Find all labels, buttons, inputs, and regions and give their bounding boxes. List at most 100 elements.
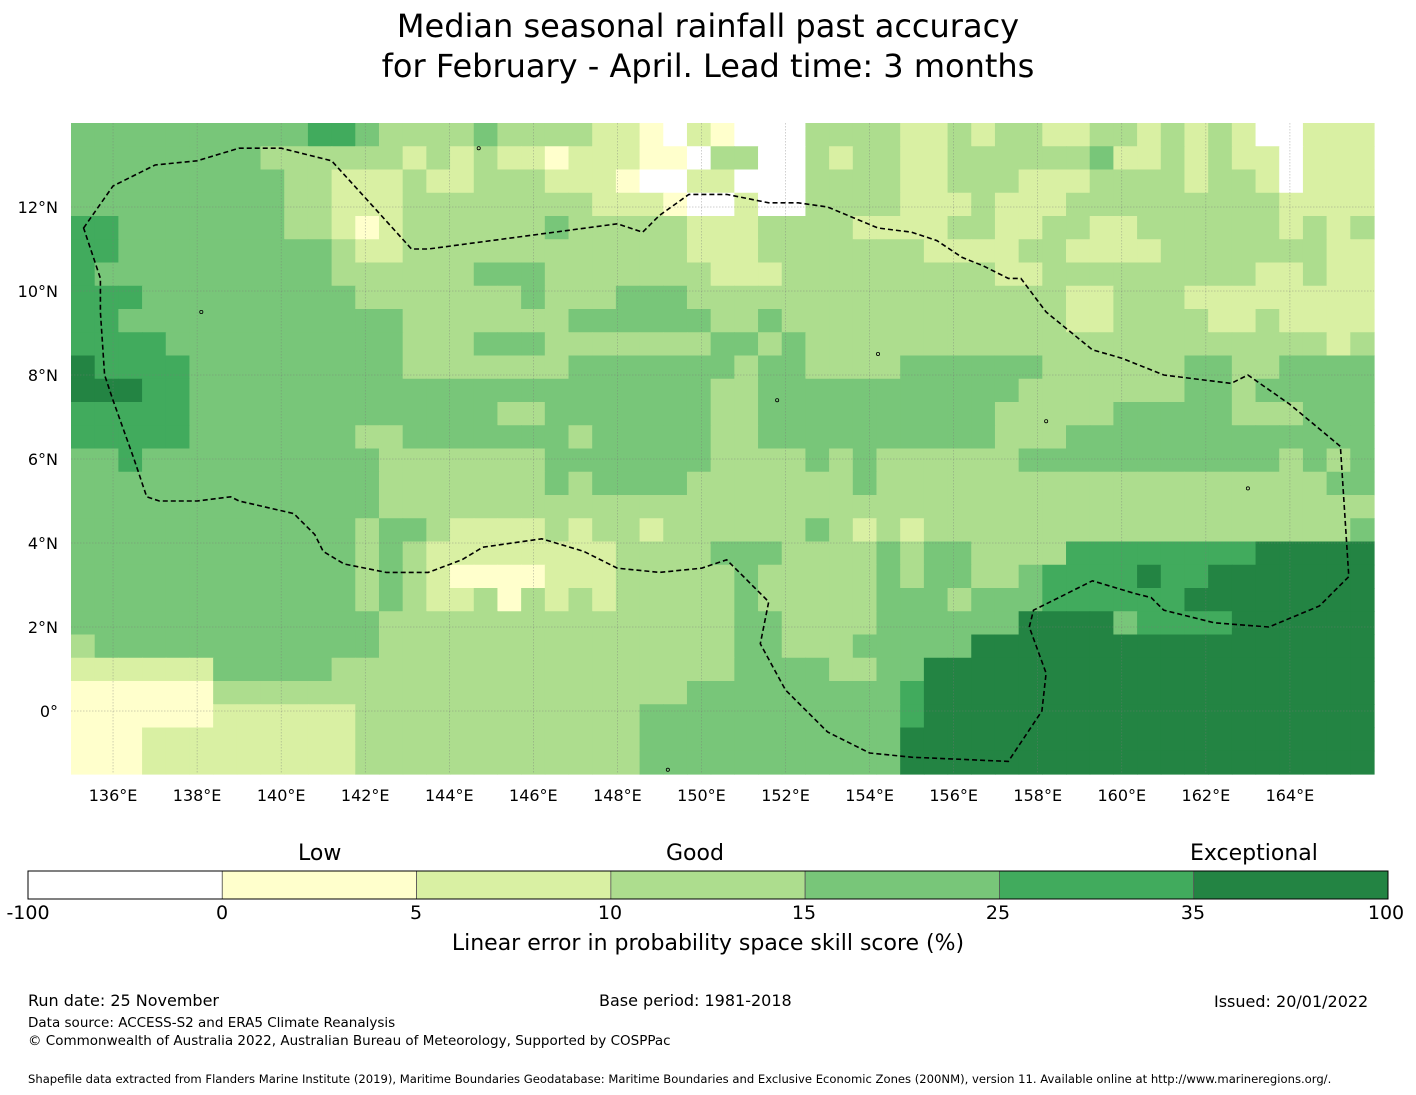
- grid-cell: [236, 285, 262, 310]
- grid-cell: [307, 495, 333, 519]
- grid-cell: [1042, 146, 1067, 171]
- grid-cell: [1208, 634, 1233, 659]
- grid-cell: [686, 518, 712, 543]
- grid-cell: [1089, 518, 1114, 543]
- grid-cell: [189, 471, 214, 496]
- grid-cell: [213, 332, 238, 357]
- grid-cell: [355, 471, 380, 496]
- grid-cell: [307, 634, 333, 659]
- grid-cell: [213, 588, 238, 612]
- grid-cell: [1302, 727, 1328, 752]
- grid-cell: [758, 169, 783, 194]
- grid-cell: [900, 332, 925, 357]
- grid-cell: [1018, 425, 1043, 450]
- grid-cell: [829, 378, 854, 403]
- grid-cell: [1042, 285, 1067, 310]
- grid-cell: [1326, 309, 1351, 333]
- grid-cell: [1184, 634, 1209, 659]
- grid-cell: [284, 262, 309, 287]
- grid-cell: [307, 541, 333, 566]
- grid-cell: [331, 239, 356, 264]
- grid-cell: [1279, 518, 1304, 543]
- grid-cell: [1231, 355, 1257, 380]
- grid-cell: [118, 704, 143, 729]
- grid-cell: [497, 588, 522, 612]
- grid-cell: [900, 262, 925, 287]
- grid-cell: [1160, 750, 1186, 775]
- grid-cell: [426, 611, 451, 636]
- grid-cell: [1255, 657, 1280, 682]
- grid-cell: [1184, 239, 1209, 264]
- grid-cell: [331, 448, 356, 473]
- grid-cell: [1208, 704, 1233, 729]
- grid-cell: [1302, 285, 1328, 310]
- grid-cell: [450, 634, 475, 659]
- grid-cell: [378, 355, 404, 380]
- grid-cell: [805, 216, 830, 240]
- grid-cell: [615, 727, 641, 752]
- grid-cell: [734, 564, 759, 589]
- grid-cell: [213, 634, 238, 659]
- grid-cell: [947, 541, 972, 566]
- grid-cell: [1255, 123, 1280, 147]
- grid-cell: [615, 634, 641, 659]
- grid-cell: [994, 123, 1020, 147]
- grid-cell: [971, 657, 996, 682]
- grid-cell: [829, 541, 854, 566]
- base-period: Base period: 1981-2018: [599, 991, 792, 1010]
- grid-cell: [710, 750, 735, 775]
- skill-grid: [71, 123, 1375, 775]
- grid-cell: [971, 471, 996, 496]
- colorbar-outline: [27, 870, 1389, 900]
- grid-cell: [1089, 588, 1114, 612]
- grid-cell: [1326, 541, 1351, 566]
- grid-cell: [971, 332, 996, 357]
- grid-cell: [1113, 634, 1138, 659]
- grid-cell: [663, 634, 688, 659]
- grid-cell: [900, 727, 925, 752]
- grid-cell: [1350, 564, 1375, 589]
- grid-cell: [307, 564, 333, 589]
- grid-cell: [1255, 448, 1280, 473]
- grid-cell: [781, 657, 807, 682]
- grid-cell: [71, 634, 96, 659]
- grid-cell: [1042, 564, 1067, 589]
- grid-cell: [1113, 378, 1138, 403]
- grid-cell: [568, 239, 593, 264]
- grid-cell: [592, 657, 617, 682]
- grid-cell: [1160, 727, 1186, 752]
- grid-cell: [142, 169, 167, 194]
- latitude-tick-label: 10°N: [18, 282, 58, 301]
- grid-cell: [544, 285, 570, 310]
- grid-cell: [639, 192, 664, 217]
- grid-cell: [236, 564, 262, 589]
- grid-cell: [710, 448, 735, 473]
- grid-cell: [426, 146, 451, 171]
- grid-cell: [1160, 611, 1186, 636]
- grid-cell: [947, 704, 972, 729]
- grid-cell: [165, 378, 191, 403]
- grid-cell: [236, 750, 262, 775]
- grid-cell: [544, 541, 570, 566]
- grid-cell: [1208, 239, 1233, 264]
- grid-cell: [1184, 541, 1209, 566]
- grid-cell: [544, 704, 570, 729]
- grid-cell: [568, 518, 593, 543]
- grid-cell: [378, 657, 404, 682]
- grid-cell: [71, 471, 96, 496]
- grid-cell: [994, 681, 1020, 705]
- grid-cell: [947, 123, 972, 147]
- grid-cell: [71, 681, 96, 705]
- grid-cell: [426, 564, 451, 589]
- grid-cell: [165, 704, 191, 729]
- grid-cell: [805, 564, 830, 589]
- grid-cell: [639, 471, 664, 496]
- grid-cell: [805, 471, 830, 496]
- grid-cell: [805, 588, 830, 612]
- grid-cell: [142, 681, 167, 705]
- grid-cell: [1042, 657, 1067, 682]
- grid-cell: [1089, 169, 1114, 194]
- grid-cell: [260, 169, 285, 194]
- grid-cell: [1113, 262, 1138, 287]
- grid-cell: [900, 495, 925, 519]
